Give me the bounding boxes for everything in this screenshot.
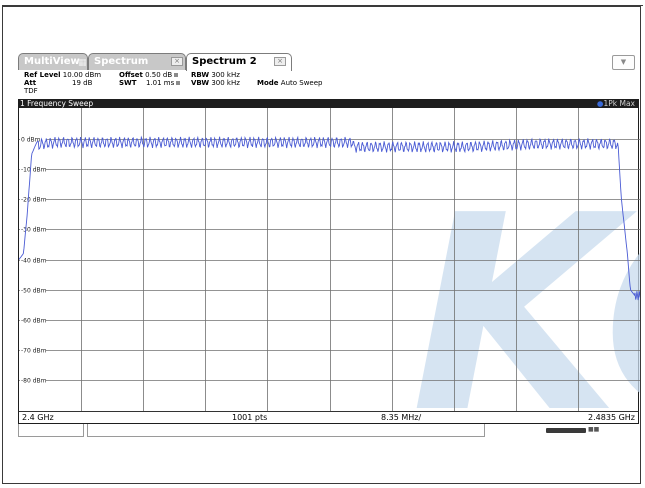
tab-spectrum[interactable]: Spectrum × (88, 53, 186, 70)
y-tick-label: -20 dBm (21, 197, 47, 204)
mode-value: Auto Sweep (281, 79, 323, 87)
message-field (87, 424, 485, 437)
sweep-points: 1001 pts (232, 412, 267, 423)
y-tick-label: 0 dBm (21, 137, 41, 144)
watermark: KC (411, 157, 640, 411)
tab-multiview-label: MultiView (24, 56, 80, 67)
coupled-indicator (174, 73, 178, 77)
status-bar: ■■ (18, 424, 639, 438)
y-tick-label: -70 dBm (21, 348, 47, 355)
close-icon[interactable]: × (171, 57, 183, 66)
progress-indicator (546, 428, 586, 433)
span-per-division: 8.35 MHz/ (381, 412, 421, 423)
chevron-down-icon[interactable]: ▼ (612, 55, 635, 70)
rbw-label: RBW (191, 71, 209, 79)
tdf-label: TDF (24, 88, 38, 96)
y-tick-label: -30 dBm (21, 227, 47, 234)
tab-multiview[interactable]: MultiView ▦ (18, 53, 88, 70)
tab-spectrum-2-label: Spectrum 2 (192, 56, 257, 67)
tab-spectrum-label: Spectrum (94, 56, 148, 67)
mode-label: Mode (257, 79, 279, 87)
spectrum-chart: KC 0 dBm -10 dBm -20 dBm -30 dBm -40 dBm -50 d… (19, 108, 640, 411)
att-value: 19 dB (72, 80, 92, 88)
start-frequency: 2.4 GHz (22, 412, 54, 423)
rbw-value: 300 kHz (211, 71, 240, 79)
plot-footer: 2.4 GHz 1001 pts 8.35 MHz/ 2.4835 GHz (18, 411, 639, 424)
trace-label: 1Pk Max (603, 99, 635, 108)
tab-spectrum-2[interactable]: Spectrum 2 × (186, 53, 292, 71)
diagram-header: 1 Frequency Sweep ●1Pk Max (18, 99, 639, 108)
y-tick-label: -60 dBm (21, 318, 47, 325)
offset-label: Offset (119, 71, 143, 79)
diagram-title: 1 Frequency Sweep (20, 99, 93, 108)
vbw-value: 300 kHz (211, 79, 240, 87)
ref-level-value: 10.00 dBm (63, 71, 101, 79)
spectrum-plot[interactable]: KC 0 dBm -10 dBm -20 dBm -30 dBm -40 dBm -50 d… (18, 108, 639, 411)
y-tick-label: -10 dBm (21, 167, 47, 174)
status-field (18, 424, 84, 437)
swt-value: 1.01 ms (146, 79, 174, 87)
stop-frequency: 2.4835 GHz (588, 412, 635, 423)
coupled-indicator (176, 81, 180, 85)
y-tick-label: -50 dBm (21, 288, 47, 295)
trace-indicator: ●1Pk Max (597, 99, 635, 108)
y-tick-label: -80 dBm (21, 378, 47, 385)
close-icon[interactable]: × (274, 57, 286, 66)
vbw-label: VBW (191, 79, 209, 87)
swt-label: SWT (119, 79, 137, 87)
grid-icon: ▦ (78, 55, 87, 71)
offset-value: 0.50 dB (145, 71, 172, 79)
status-indicator-text: ■■ (588, 426, 599, 433)
y-tick-label: -40 dBm (21, 258, 47, 265)
ref-level-label: Ref Level (24, 71, 61, 79)
att-label: Att (24, 79, 36, 87)
